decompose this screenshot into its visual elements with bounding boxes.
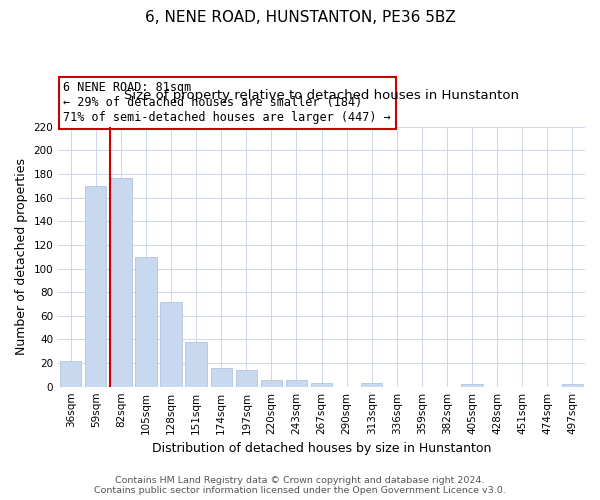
Bar <box>461 384 483 386</box>
Y-axis label: Number of detached properties: Number of detached properties <box>15 158 28 356</box>
Bar <box>211 368 232 386</box>
Bar <box>60 360 82 386</box>
Bar <box>160 302 182 386</box>
Title: Size of property relative to detached houses in Hunstanton: Size of property relative to detached ho… <box>124 89 519 102</box>
Bar <box>562 384 583 386</box>
Bar <box>236 370 257 386</box>
Bar <box>361 383 382 386</box>
Bar <box>110 178 131 386</box>
Bar <box>286 380 307 386</box>
Bar <box>261 380 282 386</box>
Text: 6 NENE ROAD: 81sqm
← 29% of detached houses are smaller (184)
71% of semi-detach: 6 NENE ROAD: 81sqm ← 29% of detached hou… <box>64 82 391 124</box>
Bar <box>85 186 106 386</box>
Bar <box>311 383 332 386</box>
Bar <box>185 342 207 386</box>
X-axis label: Distribution of detached houses by size in Hunstanton: Distribution of detached houses by size … <box>152 442 491 455</box>
Bar <box>136 257 157 386</box>
Text: Contains HM Land Registry data © Crown copyright and database right 2024.
Contai: Contains HM Land Registry data © Crown c… <box>94 476 506 495</box>
Text: 6, NENE ROAD, HUNSTANTON, PE36 5BZ: 6, NENE ROAD, HUNSTANTON, PE36 5BZ <box>145 10 455 25</box>
